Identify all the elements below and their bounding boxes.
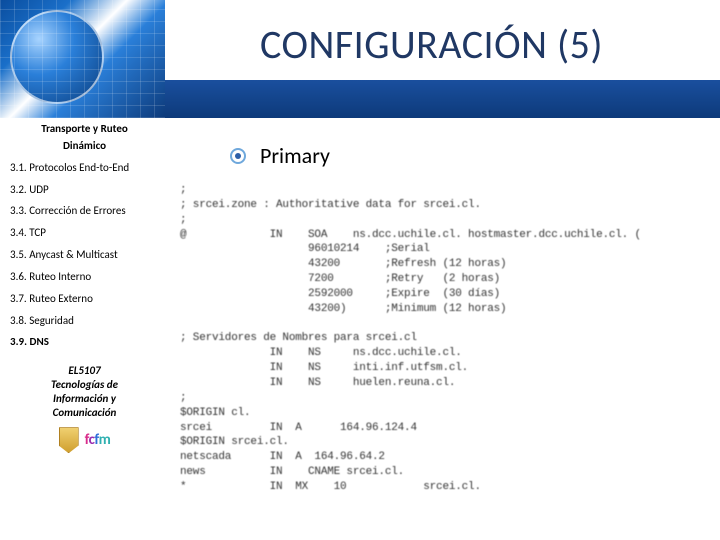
bullet-label: Primary bbox=[260, 142, 330, 169]
course-code: EL5107 bbox=[10, 364, 159, 378]
sidebar-item: 3.7. Ruteo Externo bbox=[10, 292, 159, 307]
content-area: Primary ; ; srcei.zone : Authoritative d… bbox=[180, 142, 708, 532]
header-image bbox=[0, 0, 165, 118]
header-band bbox=[165, 80, 720, 118]
sidebar-item: 3.6. Ruteo Interno bbox=[10, 270, 159, 285]
fcfm-logo: fcfm bbox=[85, 430, 111, 450]
sidebar: Transporte y Ruteo Dinámico 3.1. Protoco… bbox=[0, 118, 165, 453]
crest-icon bbox=[59, 427, 79, 453]
course-line: Tecnologías de bbox=[10, 378, 159, 392]
sidebar-item: 3.5. Anycast & Multicast bbox=[10, 248, 159, 263]
page-title: CONFIGURACIÓN (5) bbox=[260, 20, 603, 69]
sidebar-item: 3.4. TCP bbox=[10, 226, 159, 241]
sidebar-item: 3.8. Seguridad bbox=[10, 314, 159, 329]
sidebar-item: 3.1. Protocolos End-to-End bbox=[10, 161, 159, 176]
sidebar-section-head: Transporte y Ruteo bbox=[10, 122, 159, 137]
course-line: Información y bbox=[10, 392, 159, 406]
sidebar-section-head: Dinámico bbox=[10, 139, 159, 154]
course-block: EL5107 Tecnologías de Información y Comu… bbox=[10, 364, 159, 419]
bullet-icon bbox=[230, 148, 246, 164]
sidebar-item: 3.2. UDP bbox=[10, 183, 159, 198]
logo-row: fcfm bbox=[10, 427, 159, 453]
sidebar-item: 3.3. Corrección de Errores bbox=[10, 204, 159, 219]
course-line: Comunicación bbox=[10, 406, 159, 420]
bullet-primary: Primary bbox=[230, 142, 708, 169]
zone-file-text: ; ; srcei.zone : Authoritative data for … bbox=[180, 183, 708, 495]
sidebar-item: 3.9. DNS bbox=[10, 335, 159, 350]
